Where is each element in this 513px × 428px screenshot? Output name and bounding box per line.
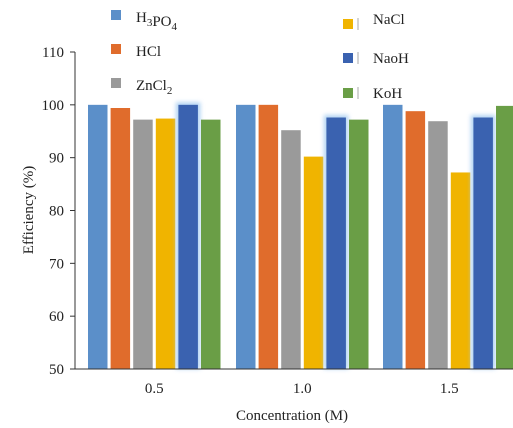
y-tick-label: 110: [42, 45, 64, 61]
bar-zncl2-1.0: [281, 130, 301, 369]
bar-zncl2-0.5: [133, 119, 153, 369]
y-tick-label: 100: [42, 98, 65, 114]
bar-naoh-0.5: [178, 104, 198, 369]
bar-h3po4-1.5: [383, 104, 403, 369]
legend-swatch-nacl: [343, 19, 353, 29]
x-axis-title: Concentration (M): [236, 408, 348, 424]
legend-swatch-naoh: [343, 53, 353, 63]
plot-area: [88, 102, 513, 370]
bar-hcl-1.5: [405, 111, 426, 369]
bar-koh-1.5: [496, 105, 513, 369]
bar-nacl-1.0: [303, 156, 324, 369]
bar-koh-0.5: [201, 119, 221, 369]
y-tick-label: 50: [49, 362, 64, 378]
bar-koh-1.0: [349, 119, 369, 369]
bar-naoh-1.0: [326, 117, 346, 369]
y-axis-title: Efficiency (%): [21, 166, 37, 254]
legend-label-h3po4: H3PO4: [136, 10, 178, 33]
bar-zncl2-1.5: [428, 121, 448, 369]
x-axis: 0.5 1.0 1.5: [75, 368, 513, 397]
y-tick-label: 70: [49, 256, 64, 272]
bar-h3po4-0.5: [88, 104, 108, 369]
x-tick-label: 0.5: [145, 381, 164, 397]
x-tick-label: 1.0: [293, 381, 312, 397]
bar-hcl-0.5: [110, 108, 131, 370]
bar-hcl-1.0: [258, 104, 279, 369]
bar-h3po4-1.0: [236, 104, 256, 369]
x-tick-label: 1.5: [440, 381, 459, 397]
y-tick-label: 60: [49, 309, 64, 325]
legend-label-naoh: NaoH: [373, 51, 409, 67]
legend-label-zncl2: ZnCl2: [136, 78, 172, 97]
legend-label-nacl: NaCl: [373, 12, 405, 28]
bar-nacl-1.5: [450, 172, 471, 369]
bar-nacl-0.5: [155, 118, 176, 369]
legend-swatch-h3po4: [111, 10, 121, 20]
legend-swatch-koh: [343, 88, 353, 98]
legend: H3PO4 HCl ZnCl2 NaCl NaoH KoH: [111, 10, 409, 102]
y-tick-label: 80: [49, 204, 64, 220]
legend-swatch-hcl: [111, 44, 121, 54]
y-axis: 50 60 70 80 90 100 110: [42, 45, 76, 378]
legend-label-hcl: HCl: [136, 44, 161, 60]
legend-swatch-zncl2: [111, 78, 121, 88]
legend-label-koh: KoH: [373, 86, 402, 102]
bar-naoh-1.5: [473, 117, 493, 369]
y-tick-label: 90: [49, 151, 64, 167]
